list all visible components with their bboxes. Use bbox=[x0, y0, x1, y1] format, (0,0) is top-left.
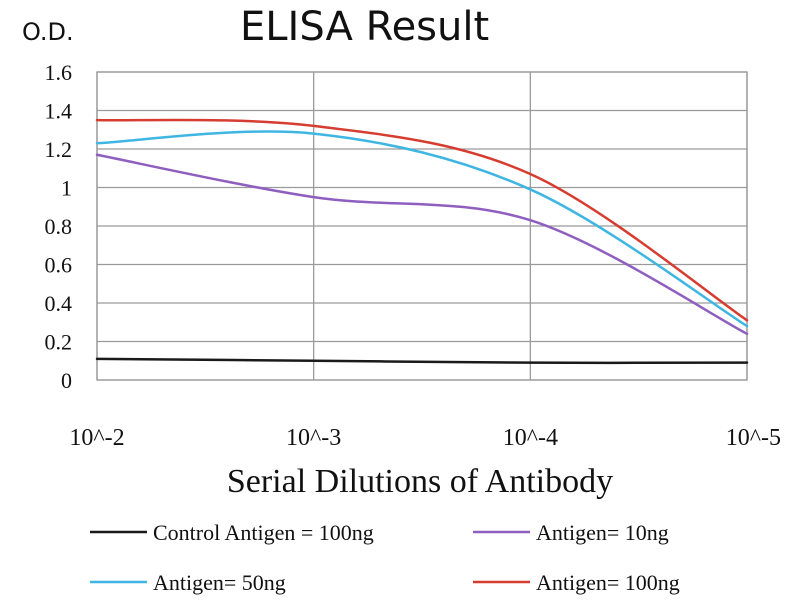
series-line-50ng bbox=[95, 130, 749, 328]
y-tick-label: 0 bbox=[61, 368, 72, 393]
legend-label-50ng: Antigen= 50ng bbox=[153, 570, 286, 595]
x-tick-label: 10^-5 bbox=[726, 425, 781, 451]
y-tick-labels: 0 0.2 0.4 0.6 0.8 1 1.2 1.4 1.6 bbox=[45, 60, 73, 393]
y-tick-label: 0.4 bbox=[45, 291, 73, 316]
series-line-100ng bbox=[95, 118, 749, 322]
series-line-10ng bbox=[95, 153, 749, 336]
y-tick-label: 1.4 bbox=[45, 99, 73, 124]
x-tick-label: 10^-2 bbox=[69, 425, 124, 451]
legend-label-control: Control Antigen = 100ng bbox=[153, 520, 374, 545]
y-axis-label: O.D. bbox=[22, 18, 74, 46]
x-tick-labels: 10^-2 10^-3 10^-4 10^-5 bbox=[69, 425, 781, 451]
y-tick-label: 1.2 bbox=[45, 137, 73, 162]
y-tick-label: 0.6 bbox=[45, 253, 73, 278]
legend: Control Antigen = 100ng Antigen= 10ng An… bbox=[90, 520, 680, 595]
series-line-control bbox=[95, 357, 749, 365]
plot-frame bbox=[96, 71, 748, 381]
x-tick-label: 10^-3 bbox=[286, 425, 341, 451]
plot-border bbox=[96, 71, 748, 381]
y-tick-label: 1 bbox=[61, 176, 72, 201]
x-tick-label: 10^-4 bbox=[503, 425, 558, 451]
chart-title: ELISA Result bbox=[240, 4, 489, 50]
y-tick-label: 0.2 bbox=[45, 330, 73, 355]
y-tick-label: 1.6 bbox=[45, 60, 73, 85]
x-axis-label: Serial Dilutions of Antibody bbox=[227, 463, 613, 500]
legend-label-100ng: Antigen= 100ng bbox=[536, 570, 680, 595]
legend-label-10ng: Antigen= 10ng bbox=[536, 520, 669, 545]
series-lines bbox=[95, 118, 749, 365]
y-tick-label: 0.8 bbox=[45, 214, 73, 239]
